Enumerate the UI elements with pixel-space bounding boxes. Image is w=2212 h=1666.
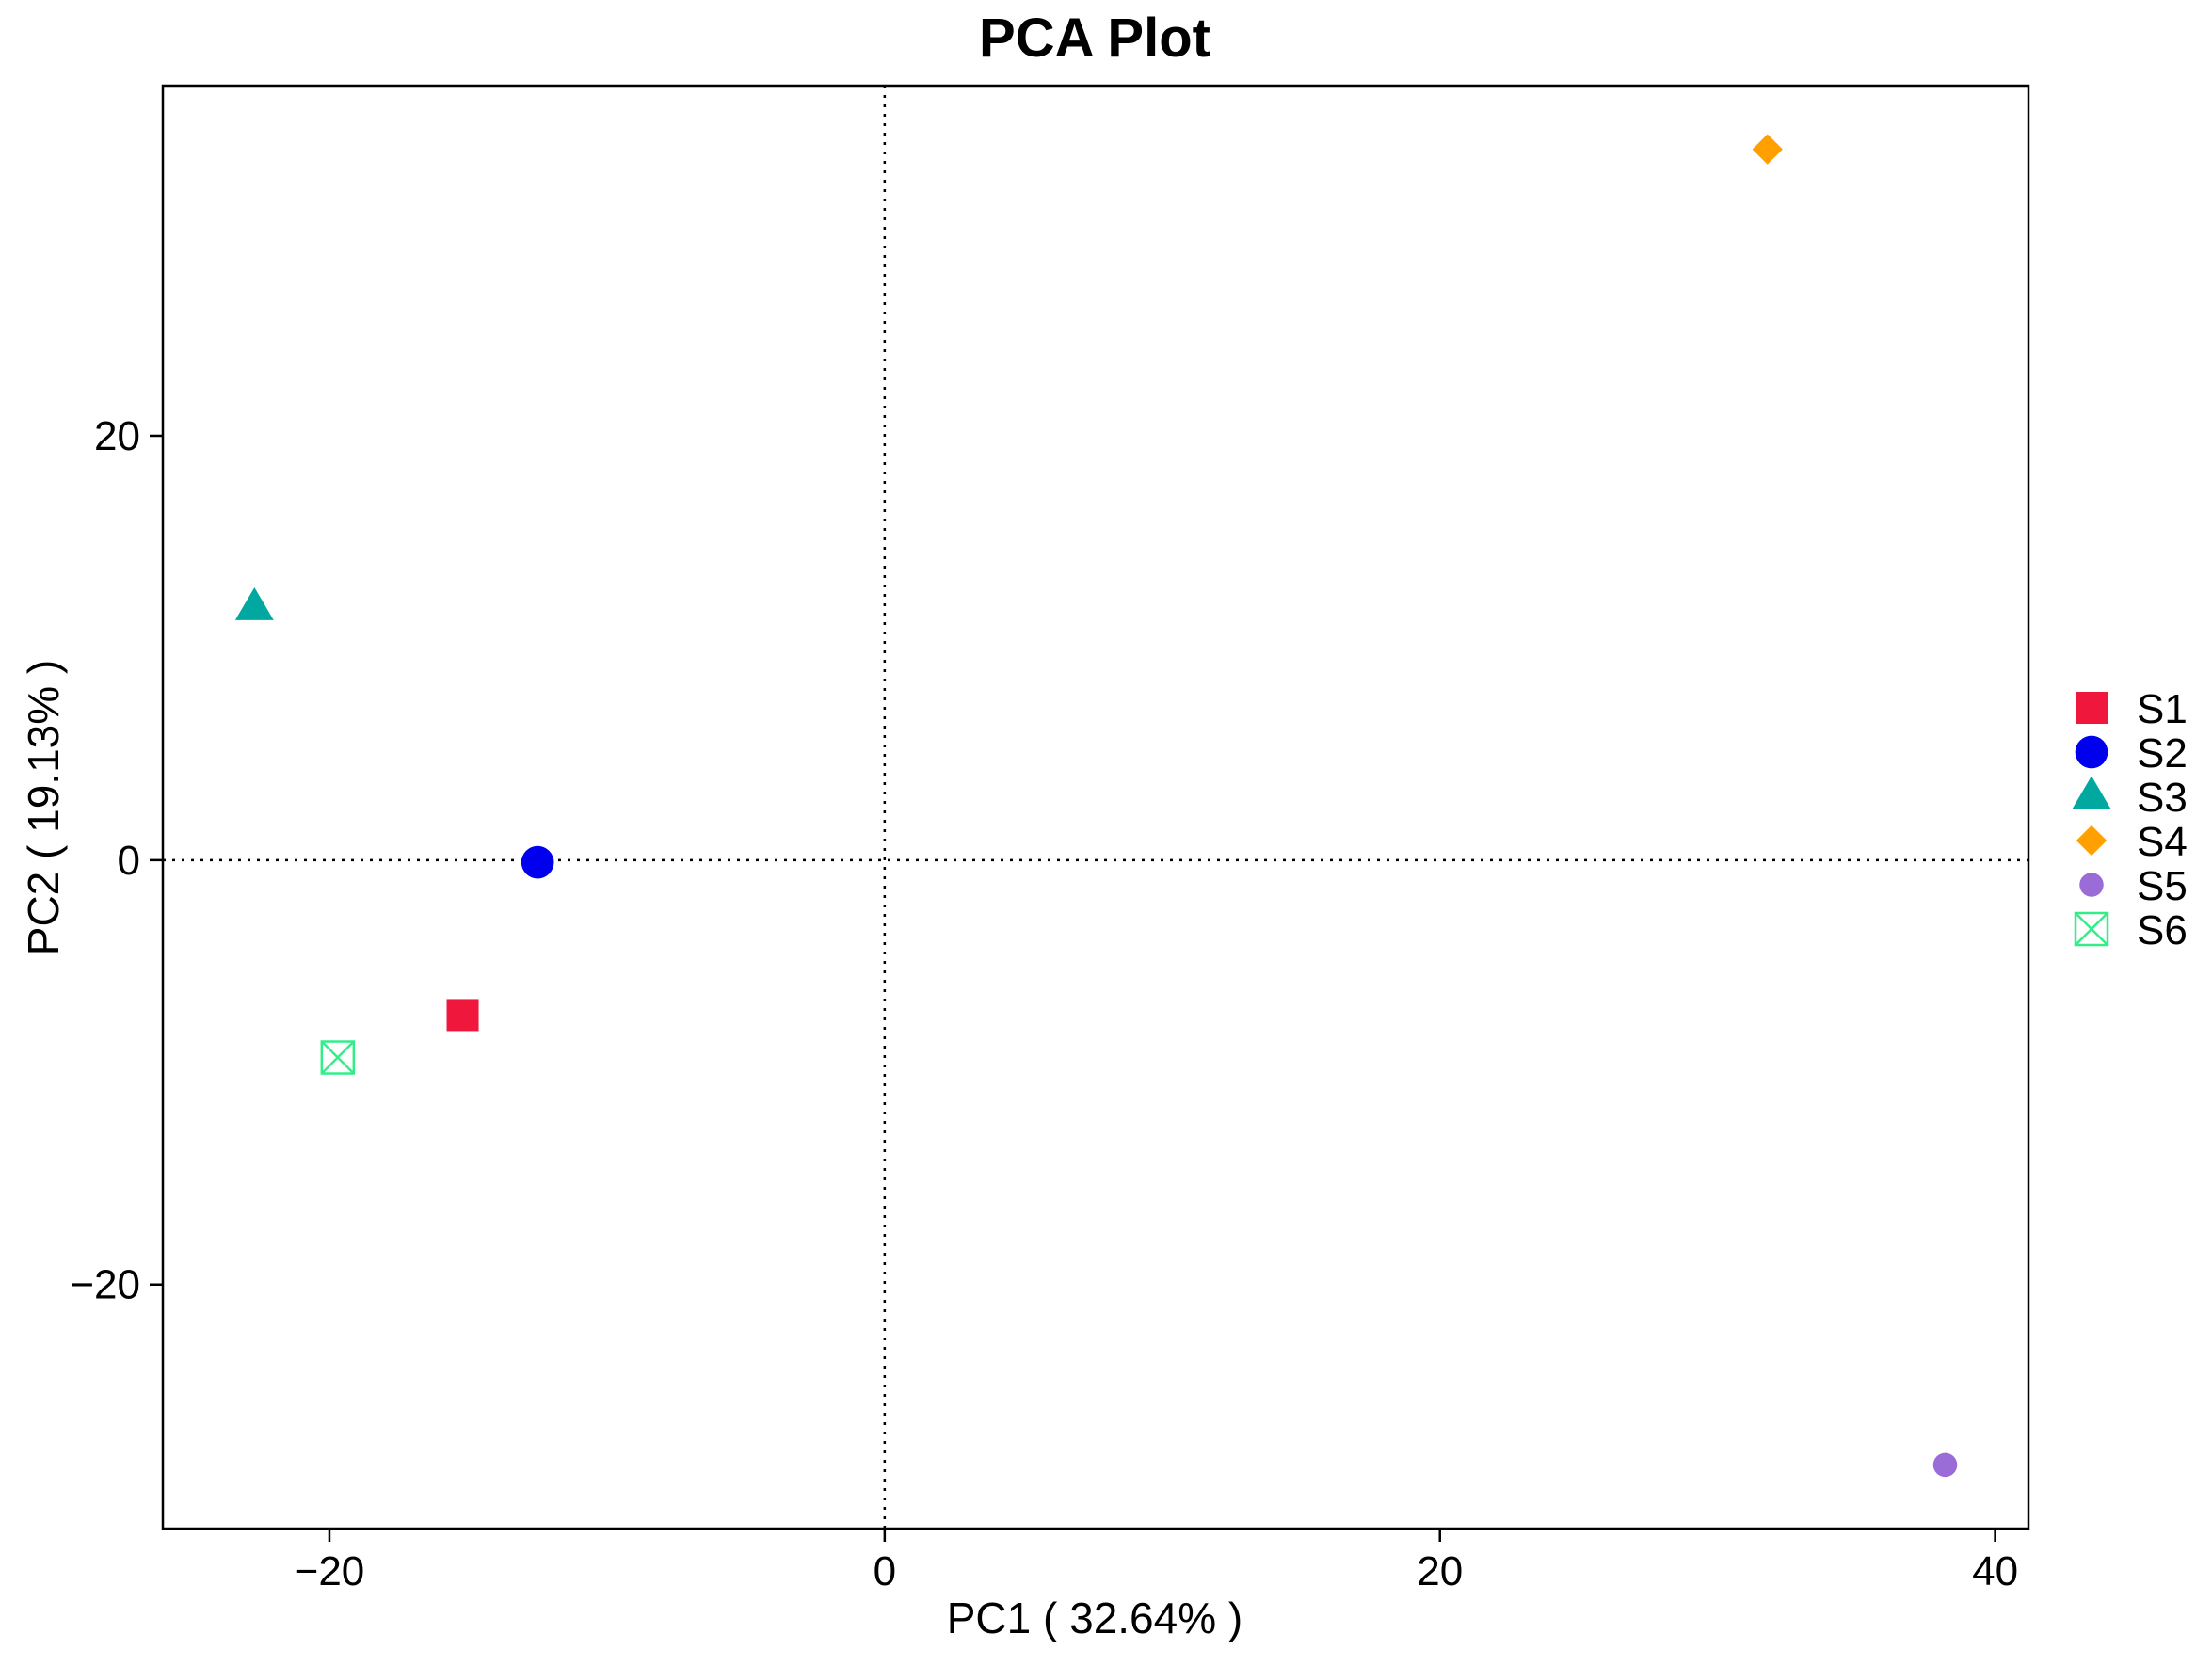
legend-marker-s5 xyxy=(2079,873,2104,897)
x-tick-label: 0 xyxy=(874,1548,896,1594)
reference-lines xyxy=(163,86,2028,1529)
legend-marker-s4 xyxy=(2076,825,2108,857)
legend-label-s1: S1 xyxy=(2137,686,2188,732)
legend-label-s3: S3 xyxy=(2137,775,2188,821)
y-axis-title: PC2 ( 19.13% ) xyxy=(19,660,68,955)
point-s1 xyxy=(446,999,479,1032)
x-tick-label: −20 xyxy=(295,1548,365,1594)
legend-label-s5: S5 xyxy=(2137,863,2188,909)
x-axis-ticks: −20 0 20 40 xyxy=(295,1529,2018,1594)
y-axis-ticks: −20 0 20 xyxy=(70,413,163,1308)
y-tick-label: −20 xyxy=(70,1262,140,1308)
plot-border xyxy=(161,84,2030,1530)
y-tick-label: 20 xyxy=(94,413,140,459)
legend-marker-s6 xyxy=(2074,911,2109,947)
data-points xyxy=(234,134,1958,1478)
x-tick-label: 40 xyxy=(1972,1548,2018,1594)
chart-title: PCA Plot xyxy=(979,8,1210,69)
legend-marker-s2 xyxy=(2075,735,2108,769)
legend-label-s4: S4 xyxy=(2137,819,2188,865)
y-tick-label: 0 xyxy=(118,838,140,884)
point-s4 xyxy=(1752,134,1783,165)
point-s5 xyxy=(1932,1452,1958,1478)
x-tick-label: 20 xyxy=(1417,1548,1463,1594)
legend-label-s6: S6 xyxy=(2137,907,2188,953)
point-s2 xyxy=(521,845,554,879)
legend-marker-s1 xyxy=(2076,692,2108,724)
x-axis-title: PC1 ( 32.64% ) xyxy=(947,1594,1242,1642)
point-s6 xyxy=(320,1040,356,1075)
legend-marker-s3 xyxy=(2072,776,2111,809)
point-s3 xyxy=(234,586,274,620)
legend-label-s2: S2 xyxy=(2137,730,2188,777)
